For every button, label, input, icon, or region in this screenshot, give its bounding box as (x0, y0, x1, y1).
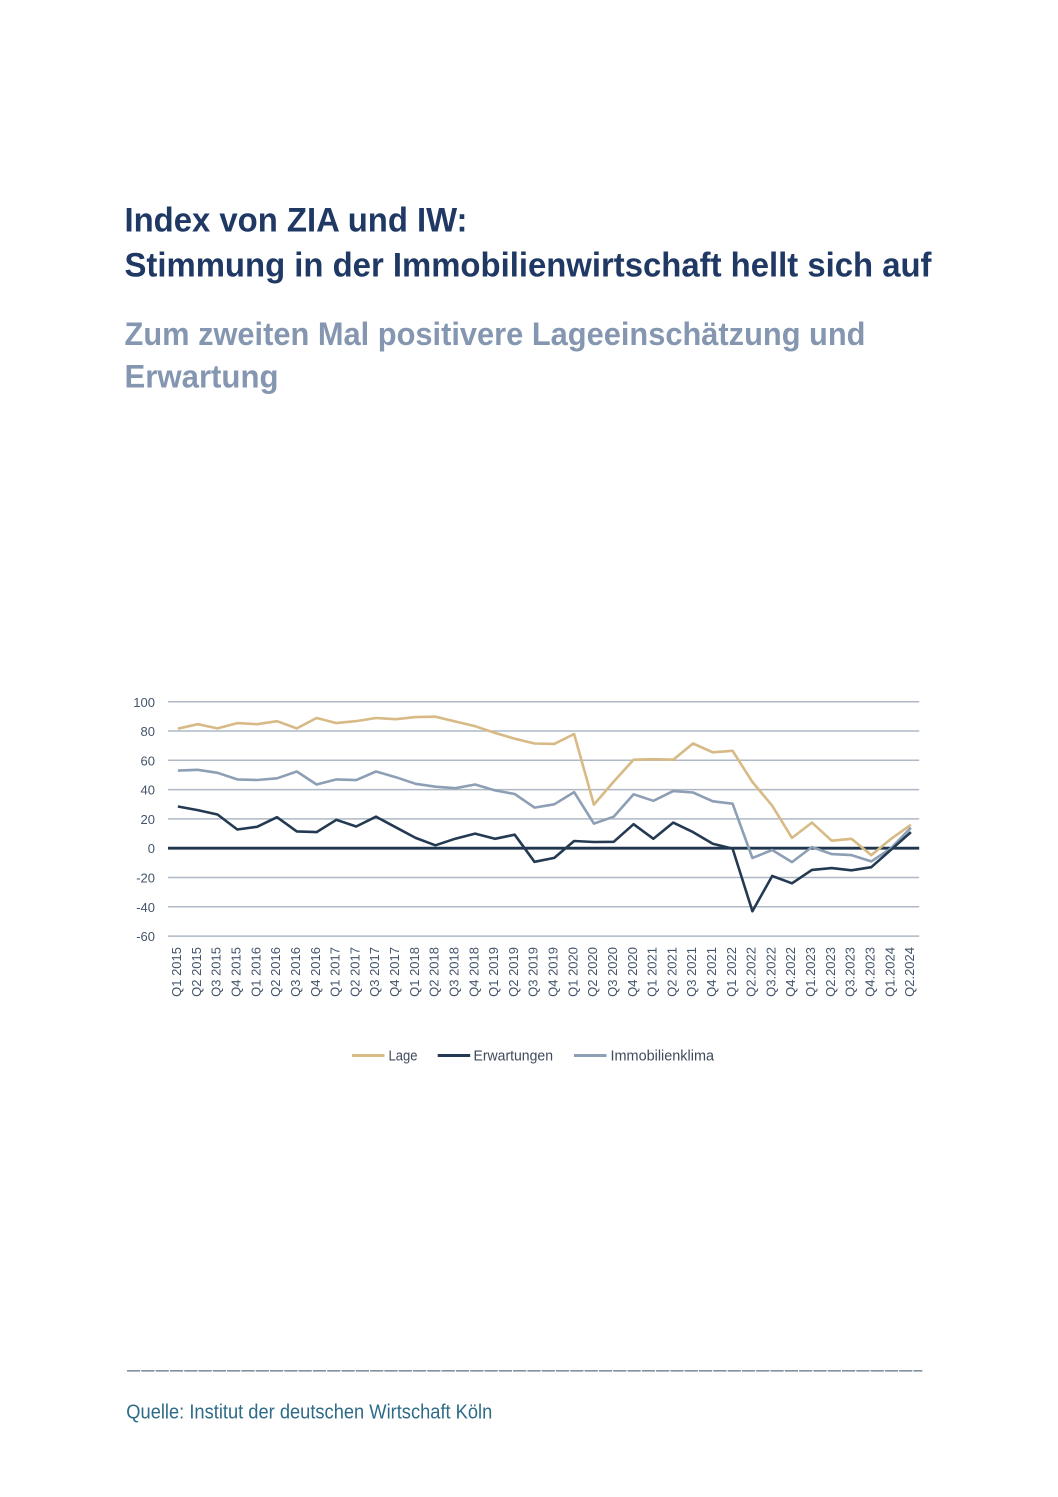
svg-text:Q1.2024: Q1.2024 (882, 947, 897, 997)
svg-text:Q2 2019: Q2 2019 (506, 947, 521, 997)
svg-text:Q2.2022: Q2.2022 (744, 947, 759, 997)
svg-text:Q4 2021: Q4 2021 (704, 947, 719, 997)
svg-text:Q4 2020: Q4 2020 (625, 947, 640, 997)
svg-text:Q1.2023: Q1.2023 (803, 947, 818, 997)
svg-text:Q1 2018: Q1 2018 (407, 947, 422, 997)
svg-text:Q1 2021: Q1 2021 (645, 947, 660, 997)
svg-text:Q4.2023: Q4.2023 (863, 947, 878, 997)
svg-text:Q2 2016: Q2 2016 (268, 947, 283, 997)
svg-text:Q4 2016: Q4 2016 (308, 947, 323, 997)
svg-text:Erwartungen: Erwartungen (474, 1048, 554, 1065)
svg-text:Q4.2022: Q4.2022 (783, 947, 798, 997)
svg-text:Q1 2017: Q1 2017 (328, 947, 343, 997)
svg-text:Q2 2020: Q2 2020 (585, 947, 600, 997)
svg-text:-60: -60 (136, 929, 155, 944)
svg-text:Q3 2021: Q3 2021 (684, 947, 699, 997)
svg-text:Q2 2018: Q2 2018 (427, 947, 442, 997)
svg-text:Q4 2017: Q4 2017 (387, 947, 402, 997)
svg-text:Q3 2019: Q3 2019 (526, 947, 541, 997)
svg-text:Zum zweiten Mal positivere Lag: Zum zweiten Mal positivere Lageeinschätz… (125, 316, 866, 352)
svg-text:Q1 2020: Q1 2020 (565, 947, 580, 997)
svg-text:Q3.2022: Q3.2022 (763, 947, 778, 997)
svg-text:20: 20 (141, 812, 155, 827)
svg-text:Q1 2016: Q1 2016 (248, 947, 263, 997)
svg-text:Q2 2015: Q2 2015 (189, 947, 204, 997)
svg-text:Index von ZIA und IW:: Index von ZIA und IW: (125, 202, 468, 240)
svg-text:40: 40 (141, 783, 155, 798)
svg-text:Quelle: Institut der deutschen: Quelle: Institut der deutschen Wirtschaf… (126, 1401, 492, 1424)
svg-text:Q1 2022: Q1 2022 (724, 947, 739, 997)
svg-text:Q3.2023: Q3.2023 (843, 947, 858, 997)
svg-text:Immobilienklima: Immobilienklima (611, 1048, 715, 1065)
svg-text:Q4 2018: Q4 2018 (466, 947, 481, 997)
svg-text:0: 0 (148, 841, 155, 856)
svg-text:Q3 2017: Q3 2017 (367, 947, 382, 997)
svg-text:Q4 2019: Q4 2019 (546, 947, 561, 997)
svg-text:Q2 2017: Q2 2017 (347, 947, 362, 997)
svg-text:100: 100 (133, 695, 155, 710)
svg-text:Q4 2015: Q4 2015 (229, 947, 244, 997)
svg-text:-40: -40 (136, 900, 155, 915)
svg-text:Q2.2024: Q2.2024 (902, 947, 917, 997)
svg-text:Stimmung in der Immobilienwirt: Stimmung in der Immobilienwirtschaft hel… (125, 247, 932, 285)
svg-text:Q2.2023: Q2.2023 (823, 947, 838, 997)
svg-text:Q1 2015: Q1 2015 (169, 947, 184, 997)
svg-text:Q3 2015: Q3 2015 (209, 947, 224, 997)
svg-text:Q3 2020: Q3 2020 (605, 947, 620, 997)
svg-text:Erwartung: Erwartung (125, 358, 279, 394)
svg-text:-20: -20 (136, 871, 155, 886)
svg-text:80: 80 (141, 724, 155, 739)
svg-text:Q1 2019: Q1 2019 (486, 947, 501, 997)
svg-text:60: 60 (141, 753, 155, 768)
svg-text:Q2 2021: Q2 2021 (664, 947, 679, 997)
svg-text:Q3 2016: Q3 2016 (288, 947, 303, 997)
svg-text:Q3 2018: Q3 2018 (447, 947, 462, 997)
svg-text:Lage: Lage (389, 1048, 418, 1065)
